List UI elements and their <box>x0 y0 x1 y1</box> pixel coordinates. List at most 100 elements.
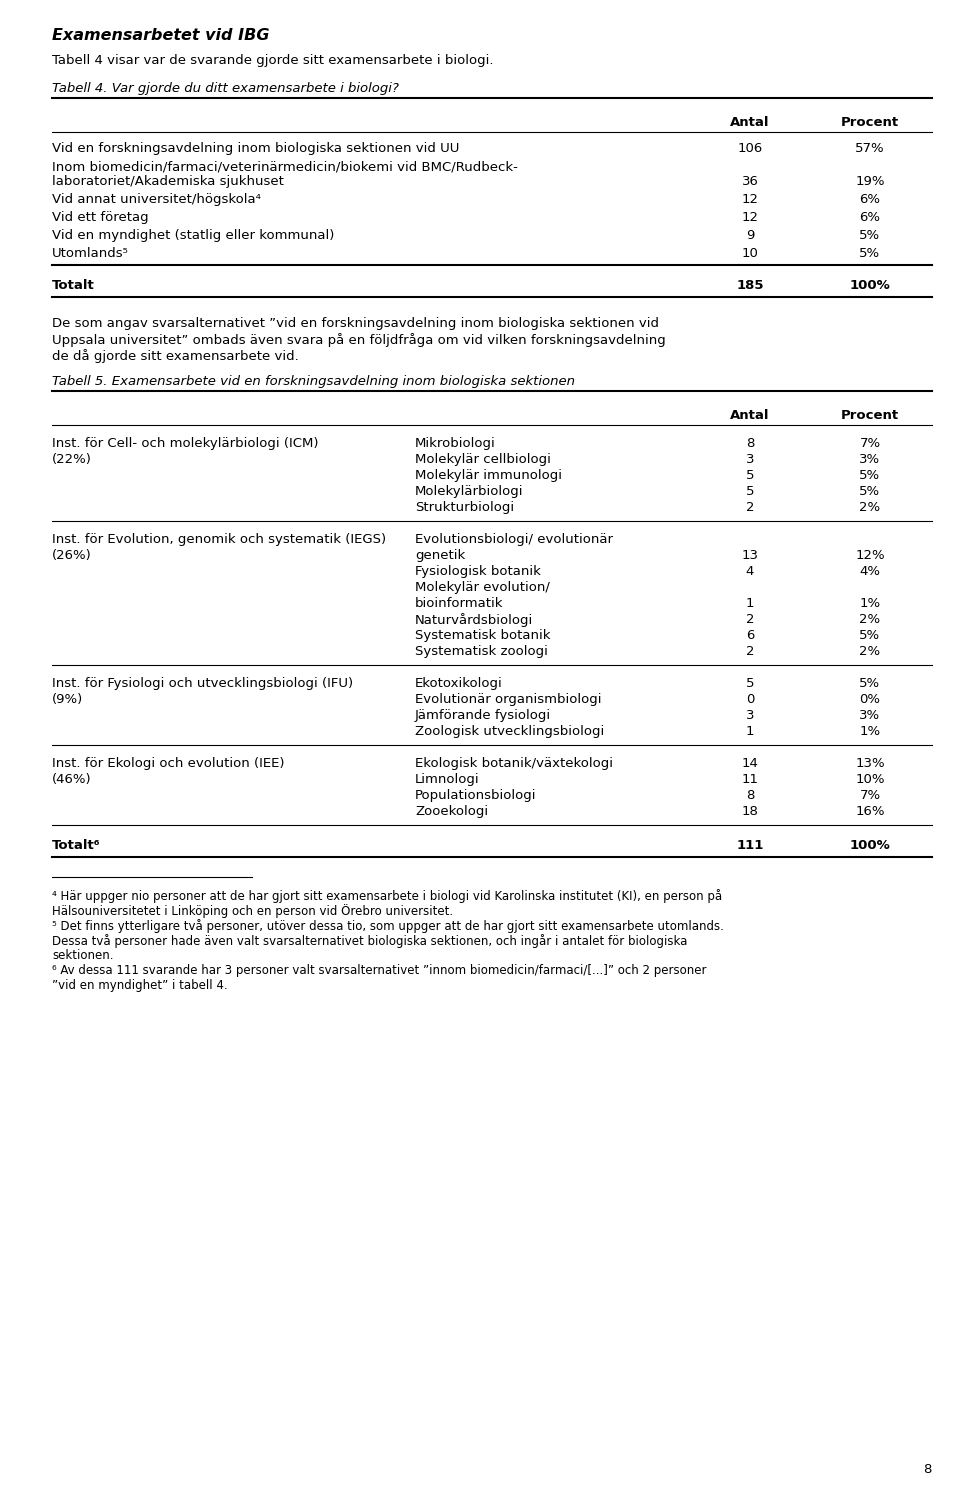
Text: 5%: 5% <box>859 229 880 242</box>
Text: 2%: 2% <box>859 500 880 514</box>
Text: 13: 13 <box>741 548 758 562</box>
Text: Molekylär immunologi: Molekylär immunologi <box>415 469 562 483</box>
Text: Antal: Antal <box>731 117 770 128</box>
Text: Totalt: Totalt <box>52 279 95 291</box>
Text: 100%: 100% <box>850 840 890 852</box>
Text: Systematisk botanik: Systematisk botanik <box>415 629 550 642</box>
Text: 12: 12 <box>741 193 758 206</box>
Text: Evolutionär organismbiologi: Evolutionär organismbiologi <box>415 693 602 707</box>
Text: laboratoriet/Akademiska sjukhuset: laboratoriet/Akademiska sjukhuset <box>52 175 284 188</box>
Text: Vid en forskningsavdelning inom biologiska sektionen vid UU: Vid en forskningsavdelning inom biologis… <box>52 142 460 155</box>
Text: Systematisk zoologi: Systematisk zoologi <box>415 645 548 657</box>
Text: Hälsouniversitetet i Linköping och en person vid Örebro universitet.: Hälsouniversitetet i Linköping och en pe… <box>52 904 453 917</box>
Text: Uppsala universitet” ombads även svara på en följdfråga om vid vilken forsknings: Uppsala universitet” ombads även svara p… <box>52 333 665 347</box>
Text: ⁵ Det finns ytterligare två personer, utöver dessa tio, som uppger att de har gj: ⁵ Det finns ytterligare två personer, ut… <box>52 919 724 932</box>
Text: de då gjorde sitt examensarbete vid.: de då gjorde sitt examensarbete vid. <box>52 350 299 363</box>
Text: 6%: 6% <box>859 193 880 206</box>
Text: 5%: 5% <box>859 247 880 260</box>
Text: Limnologi: Limnologi <box>415 772 480 786</box>
Text: Procent: Procent <box>841 409 900 421</box>
Text: Antal: Antal <box>731 409 770 421</box>
Text: Inst. för Fysiologi och utvecklingsbiologi (IFU): Inst. för Fysiologi och utvecklingsbiolo… <box>52 677 353 690</box>
Text: Strukturbiologi: Strukturbiologi <box>415 500 515 514</box>
Text: (22%): (22%) <box>52 453 92 466</box>
Text: Molekylärbiologi: Molekylärbiologi <box>415 486 523 498</box>
Text: ⁶ Av dessa 111 svarande har 3 personer valt svarsalternativet ”innom biomedicin/: ⁶ Av dessa 111 svarande har 3 personer v… <box>52 964 707 977</box>
Text: 36: 36 <box>741 175 758 188</box>
Text: De som angav svarsalternativet ”vid en forskningsavdelning inom biologiska sekti: De som angav svarsalternativet ”vid en f… <box>52 317 659 330</box>
Text: 185: 185 <box>736 279 764 291</box>
Text: 19%: 19% <box>855 175 885 188</box>
Text: 1%: 1% <box>859 725 880 738</box>
Text: Evolutionsbiologi/ evolutionär: Evolutionsbiologi/ evolutionär <box>415 533 613 545</box>
Text: 5: 5 <box>746 486 755 498</box>
Text: 5: 5 <box>746 677 755 690</box>
Text: Totalt⁶: Totalt⁶ <box>52 840 101 852</box>
Text: 10%: 10% <box>855 772 885 786</box>
Text: Vid ett företag: Vid ett företag <box>52 211 149 224</box>
Text: 14: 14 <box>741 757 758 769</box>
Text: ⁴ Här uppger nio personer att de har gjort sitt examensarbete i biologi vid Karo: ⁴ Här uppger nio personer att de har gjo… <box>52 889 722 902</box>
Text: (9%): (9%) <box>52 693 84 707</box>
Text: 9: 9 <box>746 229 755 242</box>
Text: 7%: 7% <box>859 789 880 802</box>
Text: 10: 10 <box>741 247 758 260</box>
Text: sektionen.: sektionen. <box>52 949 113 962</box>
Text: Molekylär evolution/: Molekylär evolution/ <box>415 581 550 595</box>
Text: 13%: 13% <box>855 757 885 769</box>
Text: 1: 1 <box>746 725 755 738</box>
Text: 1%: 1% <box>859 598 880 610</box>
Text: Inst. för Cell- och molekylärbiologi (ICM): Inst. för Cell- och molekylärbiologi (IC… <box>52 438 319 450</box>
Text: Vid en myndighet (statlig eller kommunal): Vid en myndighet (statlig eller kommunal… <box>52 229 334 242</box>
Text: 4: 4 <box>746 565 755 578</box>
Text: 0%: 0% <box>859 693 880 707</box>
Text: 16%: 16% <box>855 805 885 819</box>
Text: Mikrobiologi: Mikrobiologi <box>415 438 495 450</box>
Text: Naturvårdsbiologi: Naturvårdsbiologi <box>415 613 533 627</box>
Text: 57%: 57% <box>855 142 885 155</box>
Text: (26%): (26%) <box>52 548 92 562</box>
Text: 2%: 2% <box>859 613 880 626</box>
Text: Inst. för Ekologi och evolution (IEE): Inst. för Ekologi och evolution (IEE) <box>52 757 284 769</box>
Text: 3%: 3% <box>859 453 880 466</box>
Text: 5: 5 <box>746 469 755 483</box>
Text: Fysiologisk botanik: Fysiologisk botanik <box>415 565 540 578</box>
Text: Utomlands⁵: Utomlands⁵ <box>52 247 129 260</box>
Text: genetik: genetik <box>415 548 466 562</box>
Text: (46%): (46%) <box>52 772 91 786</box>
Text: 5%: 5% <box>859 629 880 642</box>
Text: bioinformatik: bioinformatik <box>415 598 503 610</box>
Text: Inom biomedicin/farmaci/veterinärmedicin/biokemi vid BMC/Rudbeck-: Inom biomedicin/farmaci/veterinärmedicin… <box>52 160 517 173</box>
Text: 12%: 12% <box>855 548 885 562</box>
Text: Ekologisk botanik/växtekologi: Ekologisk botanik/växtekologi <box>415 757 613 769</box>
Text: 0: 0 <box>746 693 755 707</box>
Text: 11: 11 <box>741 772 758 786</box>
Text: Procent: Procent <box>841 117 900 128</box>
Text: Jämförande fysiologi: Jämförande fysiologi <box>415 710 551 722</box>
Text: Zoologisk utvecklingsbiologi: Zoologisk utvecklingsbiologi <box>415 725 604 738</box>
Text: 5%: 5% <box>859 486 880 498</box>
Text: Inst. för Evolution, genomik och systematik (IEGS): Inst. för Evolution, genomik och systema… <box>52 533 386 545</box>
Text: Tabell 4 visar var de svarande gjorde sitt examensarbete i biologi.: Tabell 4 visar var de svarande gjorde si… <box>52 54 493 67</box>
Text: 2%: 2% <box>859 645 880 657</box>
Text: Zooekologi: Zooekologi <box>415 805 488 819</box>
Text: 1: 1 <box>746 598 755 610</box>
Text: 18: 18 <box>741 805 758 819</box>
Text: 7%: 7% <box>859 438 880 450</box>
Text: 106: 106 <box>737 142 762 155</box>
Text: 5%: 5% <box>859 677 880 690</box>
Text: ”vid en myndighet” i tabell 4.: ”vid en myndighet” i tabell 4. <box>52 979 228 992</box>
Text: 8: 8 <box>924 1463 932 1476</box>
Text: 8: 8 <box>746 438 755 450</box>
Text: Tabell 4. Var gjorde du ditt examensarbete i biologi?: Tabell 4. Var gjorde du ditt examensarbe… <box>52 82 398 96</box>
Text: 6: 6 <box>746 629 755 642</box>
Text: Examensarbetet vid IBG: Examensarbetet vid IBG <box>52 28 270 43</box>
Text: 2: 2 <box>746 645 755 657</box>
Text: 2: 2 <box>746 613 755 626</box>
Text: Vid annat universitet/högskola⁴: Vid annat universitet/högskola⁴ <box>52 193 261 206</box>
Text: 2: 2 <box>746 500 755 514</box>
Text: 4%: 4% <box>859 565 880 578</box>
Text: 111: 111 <box>736 840 764 852</box>
Text: 3: 3 <box>746 453 755 466</box>
Text: Tabell 5. Examensarbete vid en forskningsavdelning inom biologiska sektionen: Tabell 5. Examensarbete vid en forskning… <box>52 375 575 388</box>
